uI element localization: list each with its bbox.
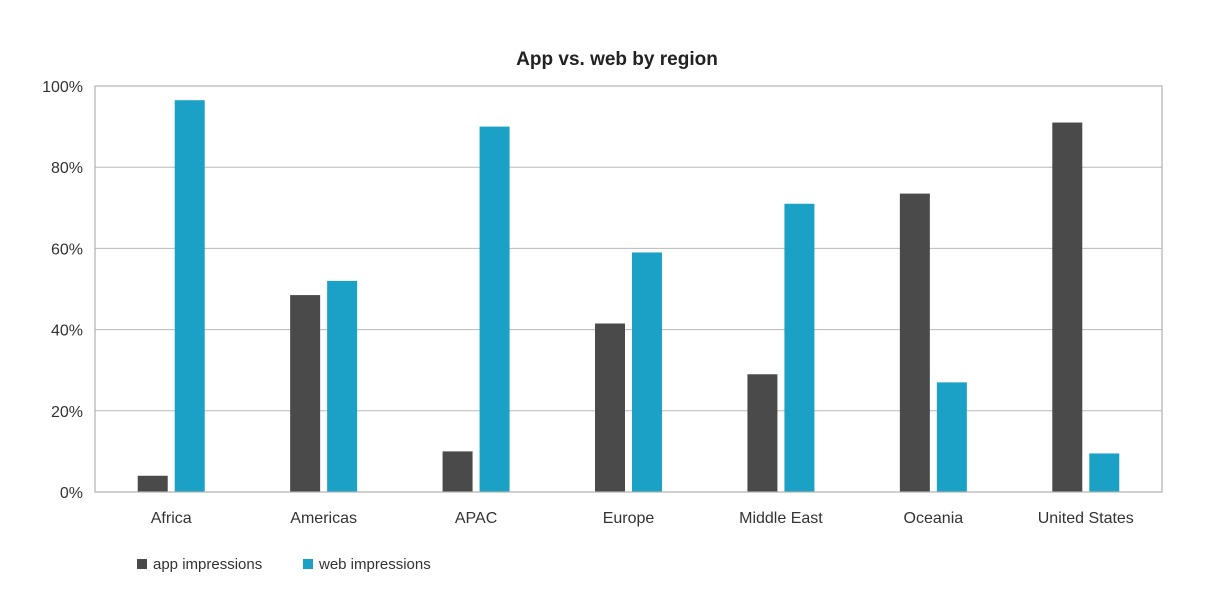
y-tick-label: 0% <box>60 485 83 502</box>
x-category-label: Middle East <box>739 510 823 527</box>
x-category-label: Americas <box>290 510 357 527</box>
legend-swatch <box>137 559 147 569</box>
bar-web-impressions-americas <box>327 280 358 492</box>
bar-app-impressions-americas <box>290 295 321 492</box>
bar-app-impressions-middle-east <box>747 374 778 492</box>
bar-web-impressions-middle-east <box>784 203 815 493</box>
bar-web-impressions-oceania <box>936 382 967 492</box>
legend-label: app impressions <box>153 556 262 573</box>
x-category-label: Oceania <box>904 510 964 527</box>
x-category-label: Europe <box>603 510 655 527</box>
y-tick-label: 80% <box>51 160 83 177</box>
bar-app-impressions-oceania <box>899 193 930 492</box>
x-category-label: Africa <box>151 510 192 527</box>
y-tick-label: 20% <box>51 404 83 421</box>
x-category-label: APAC <box>455 510 497 527</box>
bar-web-impressions-united-states <box>1089 453 1120 492</box>
bar-app-impressions-united-states <box>1052 122 1083 492</box>
y-tick-label: 60% <box>51 241 83 258</box>
bar-web-impressions-apac <box>479 126 510 492</box>
legend-label: web impressions <box>318 556 431 573</box>
gridlines <box>95 85 1162 493</box>
bar-app-impressions-apac <box>442 451 473 492</box>
y-axis-ticks: 0% 20% 40% 60% 80% 100% <box>42 79 83 502</box>
bars <box>137 100 1120 493</box>
plot-frame <box>94 85 1163 493</box>
x-category-label: United States <box>1038 510 1134 527</box>
chart-title: App vs. web by region <box>516 49 718 70</box>
y-tick-label: 40% <box>51 323 83 340</box>
legend-swatch <box>303 559 313 569</box>
bar-app-impressions-africa <box>137 475 168 492</box>
legend: app impressions web impressions <box>137 556 431 573</box>
bar-app-impressions-europe <box>595 323 625 492</box>
bar-web-impressions-europe <box>632 252 662 492</box>
bar-web-impressions-africa <box>174 100 205 493</box>
x-axis-categories: Africa Americas APAC Europe Middle East Ocean… <box>151 510 1134 527</box>
y-tick-label: 100% <box>42 79 83 96</box>
